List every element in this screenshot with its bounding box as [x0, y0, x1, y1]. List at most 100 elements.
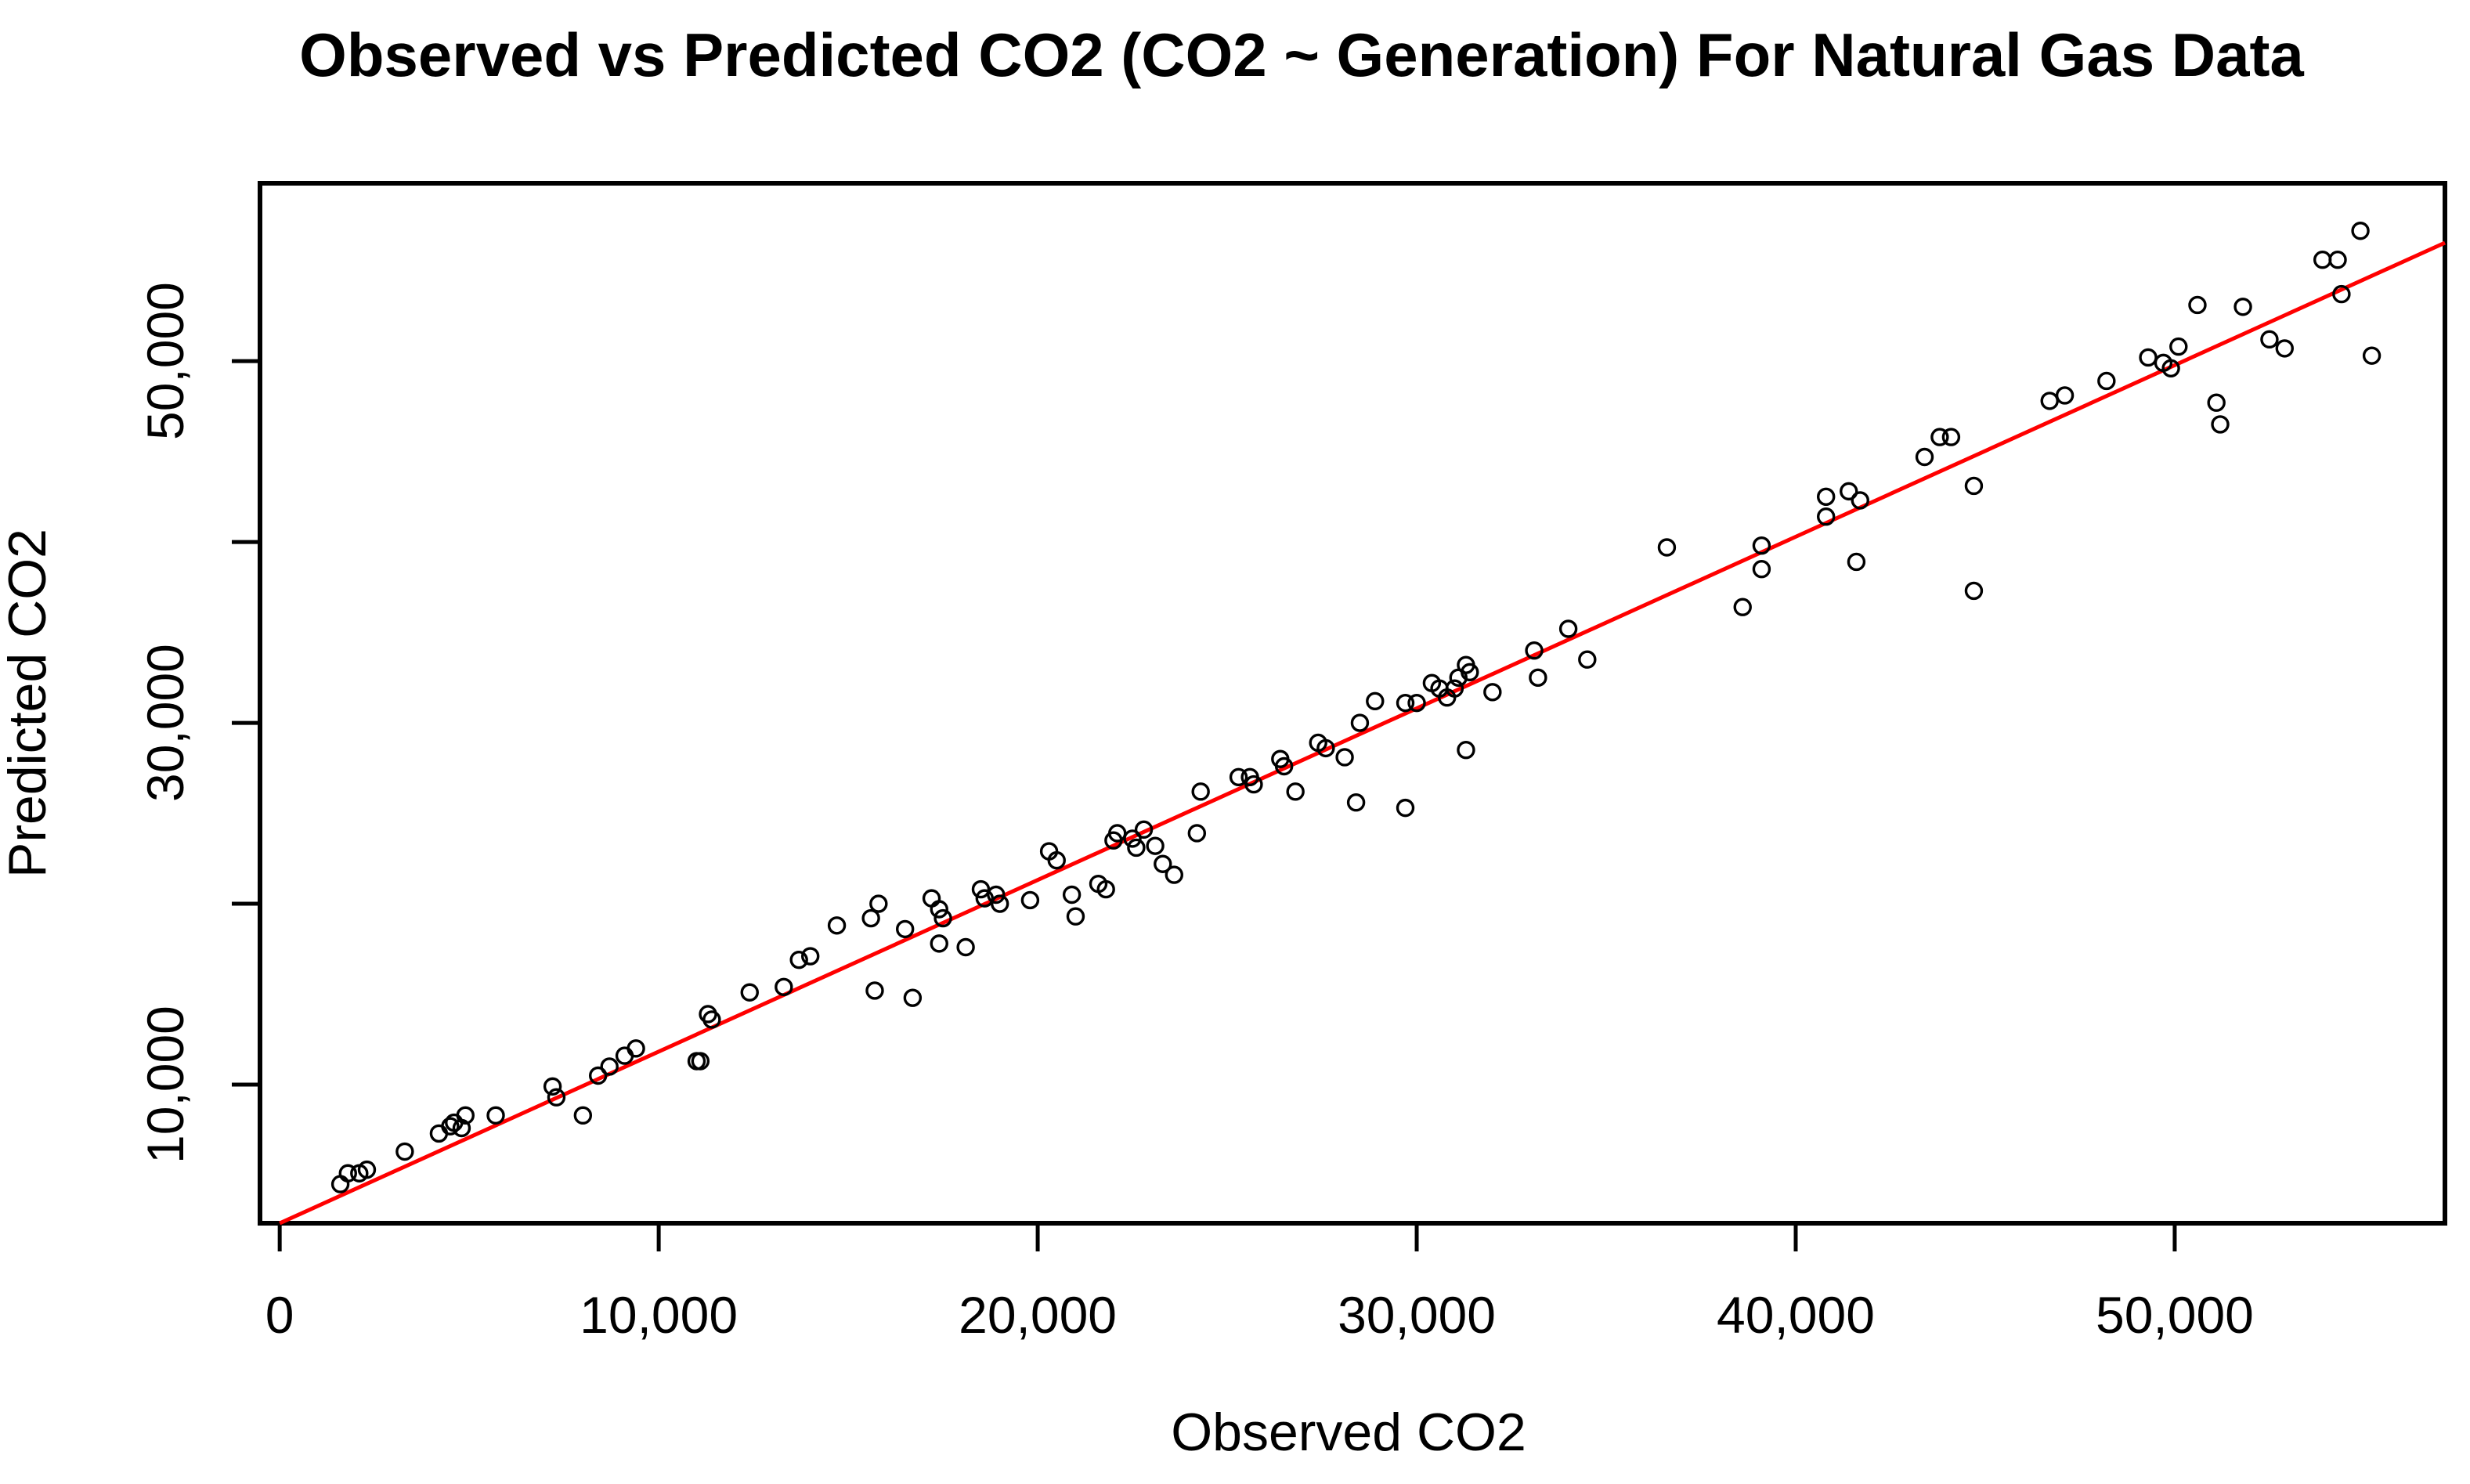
data-point	[1066, 907, 1085, 926]
data-point	[702, 1010, 721, 1029]
data-point	[1335, 748, 1354, 767]
data-point	[1165, 865, 1183, 884]
y-tick-label: 30,000	[136, 644, 194, 802]
data-point	[2188, 295, 2207, 315]
data-point	[1930, 428, 1949, 446]
data-point	[1657, 538, 1677, 557]
data-point	[895, 919, 915, 939]
data-point	[1733, 598, 1752, 616]
x-tick-label: 40,000	[1717, 1286, 1875, 1344]
x-axis-title: Observed CO2	[1171, 1403, 1526, 1462]
data-point	[1274, 756, 1294, 776]
x-tick-label: 30,000	[1338, 1286, 1496, 1344]
data-point	[1817, 487, 1836, 507]
data-point	[615, 1046, 634, 1065]
data-point	[1154, 854, 1172, 873]
data-point	[930, 934, 948, 953]
data-point	[1483, 683, 1502, 702]
data-point	[330, 1175, 350, 1193]
data-point	[1851, 491, 1869, 510]
data-point	[1847, 552, 1866, 572]
y-axis: 10,000 30,000 50,000	[136, 282, 260, 1164]
regression-line-group	[279, 240, 2447, 1226]
data-point	[1244, 774, 1263, 794]
data-point	[1964, 581, 1984, 601]
data-point	[1229, 767, 1248, 787]
data-point	[2260, 330, 2279, 349]
data-point	[627, 1039, 645, 1058]
data-point	[1096, 879, 1115, 899]
data-point	[543, 1077, 562, 1096]
data-point	[861, 908, 880, 928]
data-point	[2161, 359, 2180, 378]
data-point	[2332, 284, 2351, 304]
data-point	[1346, 793, 1366, 812]
x-tick-label: 0	[265, 1286, 294, 1344]
data-point	[1191, 782, 1210, 801]
data-point	[1047, 850, 1066, 870]
data-point	[789, 950, 808, 969]
data-point	[441, 1117, 460, 1136]
data-point	[2275, 339, 2294, 358]
data-point	[1134, 820, 1154, 839]
data-point	[1286, 782, 1305, 801]
data-point	[1529, 668, 1547, 688]
chart-title: Observed vs Predicted CO2 (CO2 ~ Generat…	[299, 20, 2304, 89]
x-tick-label: 10,000	[580, 1286, 738, 1344]
data-point	[740, 983, 759, 1002]
data-point	[1578, 650, 1597, 669]
plot-area: 0 10,000 20,000 30,000 40,000 50,000 10,000 30…	[136, 181, 2447, 1344]
y-tick-label: 10,000	[136, 1006, 194, 1164]
data-point	[1525, 641, 1544, 660]
data-point	[865, 981, 884, 1000]
data-point	[903, 988, 923, 1007]
data-point	[869, 894, 888, 913]
data-point	[922, 889, 941, 908]
data-point	[2328, 251, 2347, 269]
data-point	[1941, 428, 1961, 446]
data-point	[2313, 251, 2332, 269]
regression-line	[279, 240, 2447, 1226]
data-point	[486, 1106, 505, 1125]
data-point	[956, 937, 975, 957]
data-point	[338, 1164, 357, 1183]
data-point	[1316, 738, 1335, 758]
x-axis: 0 10,000 20,000 30,000 40,000 50,000	[265, 1223, 2254, 1344]
data-point	[1396, 693, 1415, 713]
data-point	[357, 1160, 377, 1179]
data-point	[775, 977, 793, 997]
data-point	[2233, 298, 2252, 316]
data-point	[2351, 222, 2370, 240]
x-tick-label: 20,000	[959, 1286, 1117, 1344]
data-point	[1840, 482, 1858, 501]
data-point	[456, 1106, 475, 1125]
data-point	[1020, 890, 1040, 910]
data-point	[547, 1088, 566, 1107]
plot-box	[258, 181, 2447, 1226]
data-point	[1123, 829, 1142, 848]
data-point	[2097, 371, 2116, 391]
data-point	[1445, 679, 1464, 698]
data-point	[1350, 713, 1370, 732]
data-point	[2139, 348, 2158, 367]
data-point	[395, 1142, 414, 1161]
data-point	[1146, 836, 1165, 855]
data-point	[1366, 691, 1385, 711]
data-point	[1964, 476, 1984, 496]
data-point	[1062, 885, 1082, 904]
data-point	[600, 1057, 619, 1076]
data-point	[1752, 560, 1771, 579]
data-point	[1817, 507, 1836, 526]
y-axis-title: Predicted CO2	[0, 529, 57, 878]
data-point	[1558, 619, 1578, 638]
data-point	[933, 908, 952, 928]
data-point	[971, 879, 991, 899]
data-point	[1396, 798, 1415, 818]
data-point	[452, 1118, 471, 1138]
data-point	[429, 1124, 449, 1143]
data-point	[2040, 392, 2059, 410]
data-point	[2055, 386, 2075, 405]
data-point	[573, 1106, 593, 1125]
